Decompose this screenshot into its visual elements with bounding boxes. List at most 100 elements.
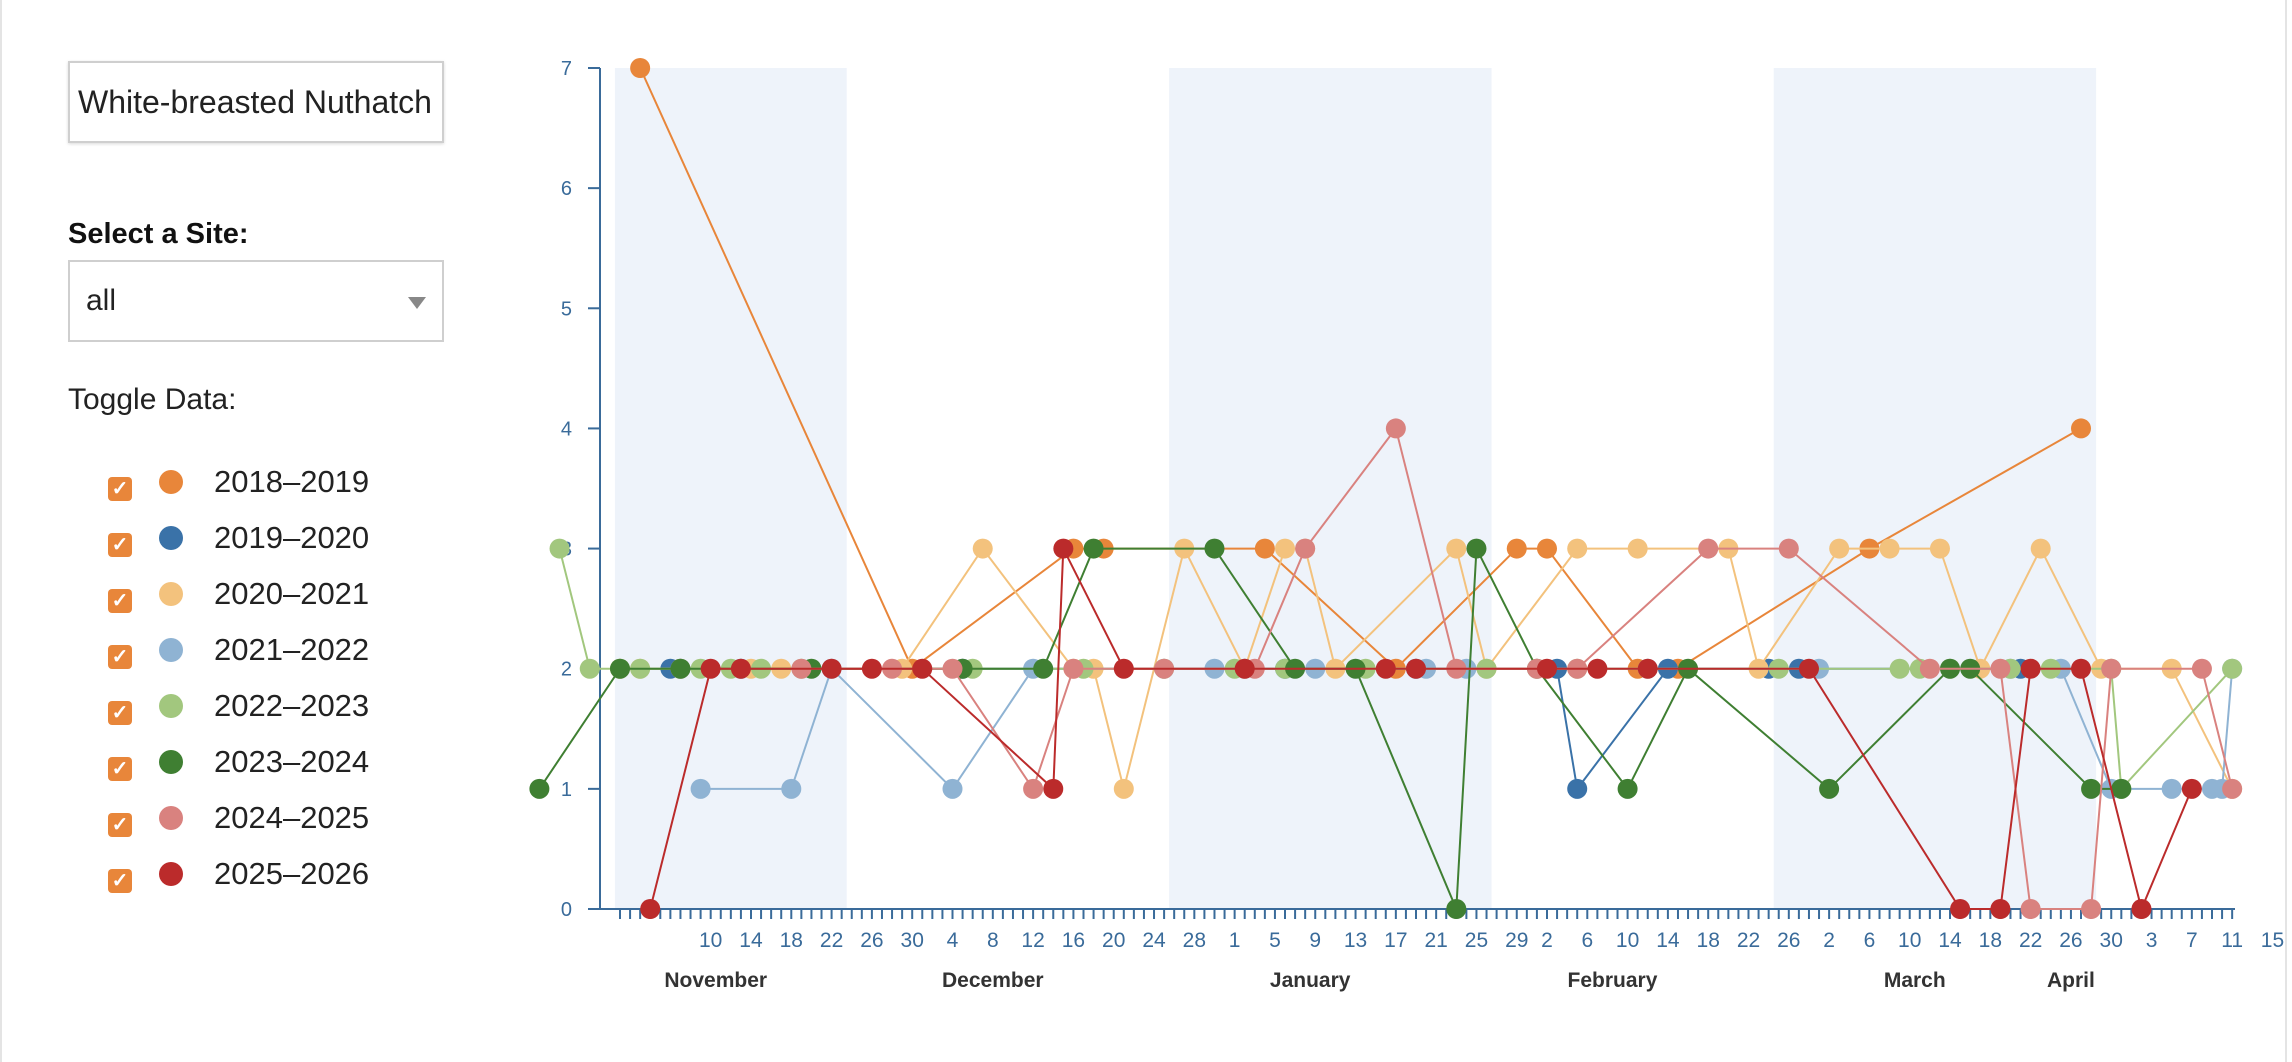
series-color-swatch [159,470,183,494]
x-tick-label: 26 [1777,929,1800,952]
series-color-swatch [159,638,183,662]
season-toggle-checkbox[interactable]: ✓ [108,645,132,669]
x-tick-label: 20 [1102,929,1125,952]
x-tick-label: 22 [2019,929,2042,952]
data-point [2020,899,2041,919]
data-point [1254,538,1275,559]
data-point [2081,899,2102,919]
x-tick-label: 25 [1465,929,1488,952]
legend-item[interactable]: ✓ 2022–2023 [108,686,408,742]
series-line [649,544,2193,913]
data-point [1023,778,1044,799]
data-point [1375,658,1396,679]
data-point [2020,658,2041,679]
legend-item[interactable]: ✓ 2021–2022 [108,630,408,686]
x-tick-label: 7 [2186,929,2198,952]
legend-item[interactable]: ✓ 2023–2024 [108,742,408,798]
series-line [639,67,2082,671]
data-point [1033,658,1054,679]
species-search-input[interactable]: White-breasted Nuthatch [68,61,444,143]
site-select-label: Select a Site: [68,218,249,250]
x-tick-label: 14 [739,929,763,952]
data-point [2101,658,2122,679]
legend-item[interactable]: ✓ 2020–2021 [108,574,408,630]
data-point [1385,418,1406,439]
x-tick-label: 6 [1864,929,1876,952]
data-point [2161,778,2182,799]
data-point [1919,658,1940,679]
data-point [1637,658,1658,679]
data-point [2030,538,2051,559]
data-point [1567,778,1588,799]
y-tick-label: 0 [561,899,572,921]
data-point [640,899,661,919]
data-point [1950,899,1971,919]
data-point [1587,658,1608,679]
season-toggle-checkbox[interactable]: ✓ [108,701,132,725]
data-point [1617,778,1638,799]
x-tick-label: 17 [1384,929,1407,952]
y-tick-label: 4 [561,418,572,440]
legend-item[interactable]: ✓ 2024–2025 [108,798,408,854]
legend-item[interactable]: ✓ 2018–2019 [108,462,408,518]
x-tick-label: 2 [1823,929,1835,952]
x-tick-label: 26 [860,929,883,952]
season-toggle-checkbox[interactable]: ✓ [108,533,132,557]
season-toggle-checkbox[interactable]: ✓ [108,477,132,501]
data-point [1083,538,1104,559]
data-point [1063,658,1084,679]
x-tick-label: 10 [1616,929,1639,952]
data-point [730,658,751,679]
data-point [1446,899,1467,919]
x-tick-label: 8 [987,929,999,952]
month-label: March [1884,969,1946,992]
data-point [942,658,963,679]
season-toggle-checkbox[interactable]: ✓ [108,757,132,781]
month-band [1169,68,1492,909]
legend-label: 2022–2023 [214,688,370,723]
x-tick-label: 6 [1581,929,1593,952]
y-tick-label: 1 [561,779,572,801]
data-point [2081,778,2102,799]
season-toggle-checkbox[interactable]: ✓ [108,869,132,893]
dropdown-arrow-icon [408,297,426,309]
data-point [2071,658,2092,679]
x-tick-label: 22 [820,929,843,952]
month-band [1773,68,2097,909]
data-point [529,778,550,799]
legend-item[interactable]: ✓ 2025–2026 [108,854,408,910]
x-tick-label: 30 [901,929,924,952]
data-point [690,778,711,799]
legend-label: 2024–2025 [214,800,370,835]
data-point [1798,658,1819,679]
data-point [1698,538,1719,559]
data-point [1275,538,1296,559]
x-tick-label: 10 [1898,929,1921,952]
x-tick-label: 16 [1062,929,1085,952]
site-select-dropdown[interactable]: all [68,260,444,342]
season-toggle-checkbox[interactable]: ✓ [108,589,132,613]
x-tick-label: 1 [1229,929,1241,952]
data-point [942,778,963,799]
data-point [1889,658,1910,679]
x-tick-label: 26 [2059,929,2082,952]
data-point [2131,899,2152,919]
series-group [529,58,2243,919]
data-point [610,658,630,679]
data-point [2191,658,2212,679]
series-color-swatch [159,694,183,718]
data-point [912,658,933,679]
series-color-swatch [159,750,183,774]
x-tick-label: 2 [1541,929,1553,952]
data-point [781,778,802,799]
x-tick-label: 21 [1424,929,1447,952]
x-tick-label: 3 [2146,929,2158,952]
season-toggle-checkbox[interactable]: ✓ [108,813,132,837]
legend-item[interactable]: ✓ 2019–2020 [108,518,408,574]
data-point [1446,538,1467,559]
x-tick-label: 30 [2100,929,2123,952]
series-8 [640,538,2202,919]
data-point [700,658,721,679]
data-point [1627,538,1648,559]
x-tick-label: 15 [2261,929,2284,952]
